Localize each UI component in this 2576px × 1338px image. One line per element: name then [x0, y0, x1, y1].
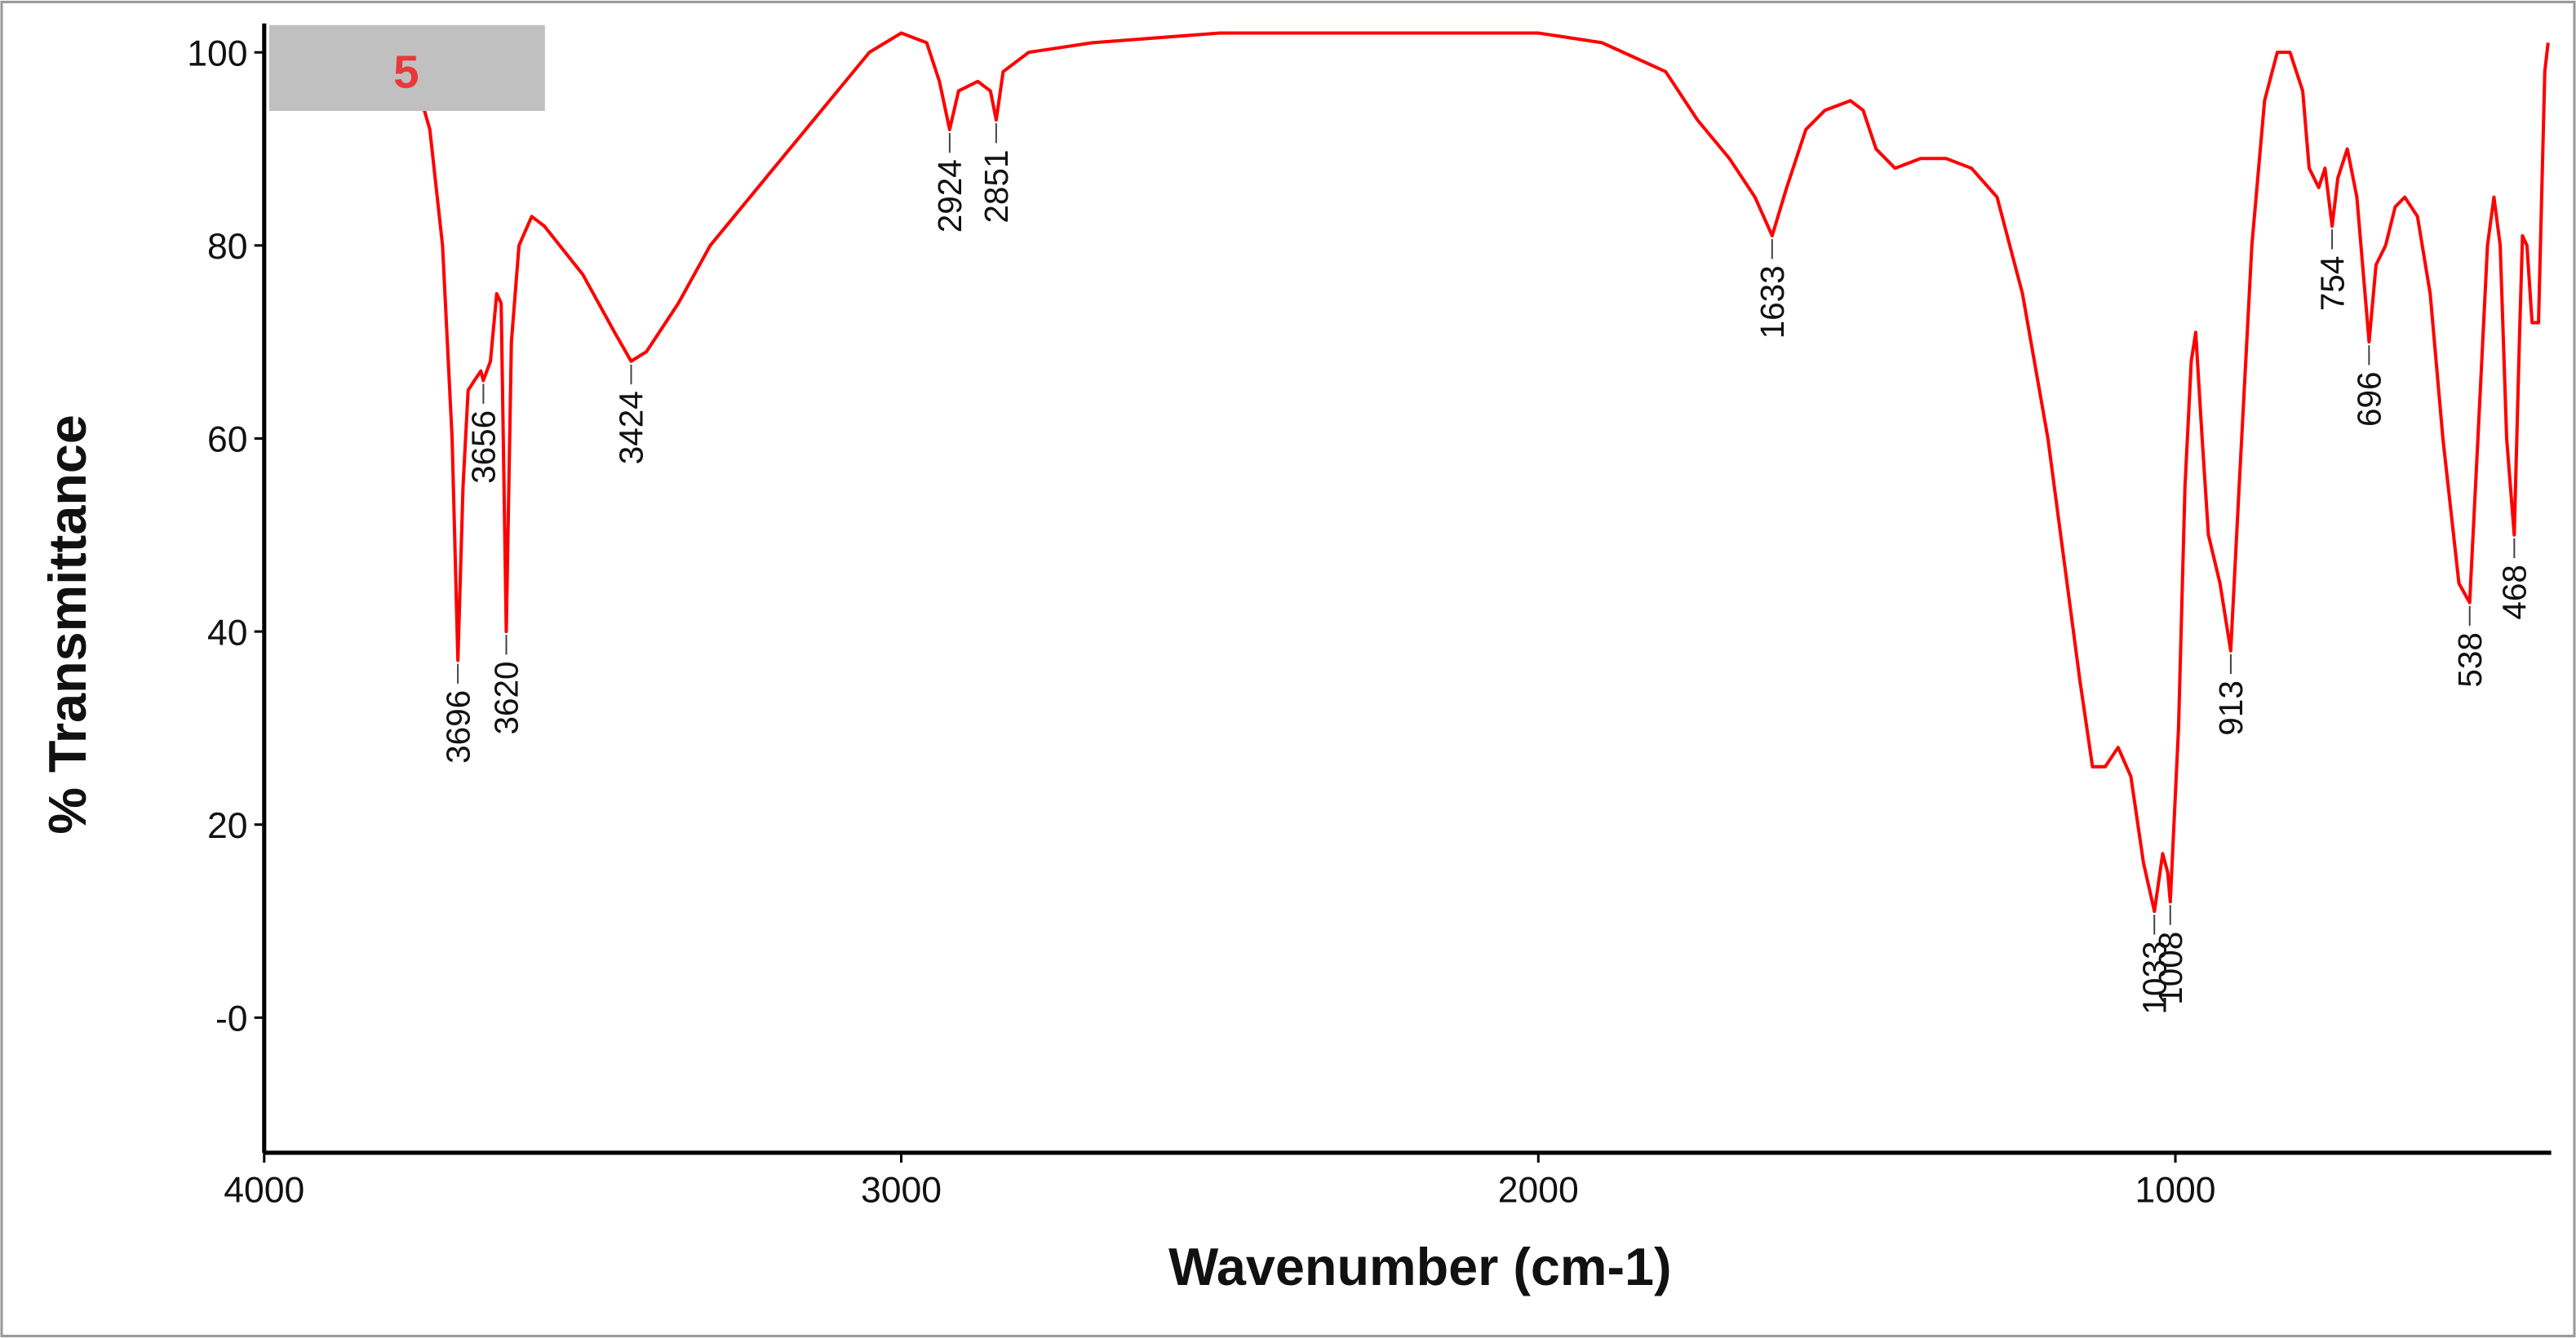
peak-label: 3656	[465, 410, 503, 484]
peak-label: 3620	[488, 661, 525, 734]
y-tick-label: 80	[207, 227, 248, 267]
peak-label: 1033	[2136, 941, 2174, 1015]
y-tick-label: 100	[187, 33, 247, 73]
y-tick-label: -0	[215, 999, 248, 1039]
x-tick-label: 1000	[2135, 1171, 2215, 1211]
x-tick-label: 4000	[224, 1171, 304, 1211]
x-tick-label: 2000	[1498, 1171, 1579, 1211]
y-tick-label: 20	[207, 806, 248, 846]
peak-label: 3424	[613, 391, 650, 464]
spectrum-line	[409, 31, 2550, 914]
panel-label: 5	[393, 47, 419, 99]
x-tick-label: 3000	[861, 1171, 942, 1211]
y-tick-label: 40	[207, 613, 248, 653]
peak-label: 696	[2351, 372, 2388, 428]
peak-label: 3696	[439, 690, 477, 764]
peak-label: 913	[2212, 680, 2250, 736]
peak-label: 754	[2313, 256, 2351, 312]
y-axis-title: % Transmittance	[38, 414, 97, 835]
panel-label-box	[268, 24, 545, 111]
x-axis-title: Wavenumber (cm-1)	[1168, 1237, 1671, 1296]
peak-label: 2851	[978, 150, 1015, 224]
peak-label: 1633	[1754, 265, 1791, 339]
peak-label: 468	[2495, 565, 2533, 620]
peak-label: 538	[2451, 632, 2489, 688]
peak-label: 1008	[2152, 932, 2189, 1005]
peak-label: 2924	[931, 159, 969, 233]
y-tick-label: 60	[207, 420, 248, 460]
